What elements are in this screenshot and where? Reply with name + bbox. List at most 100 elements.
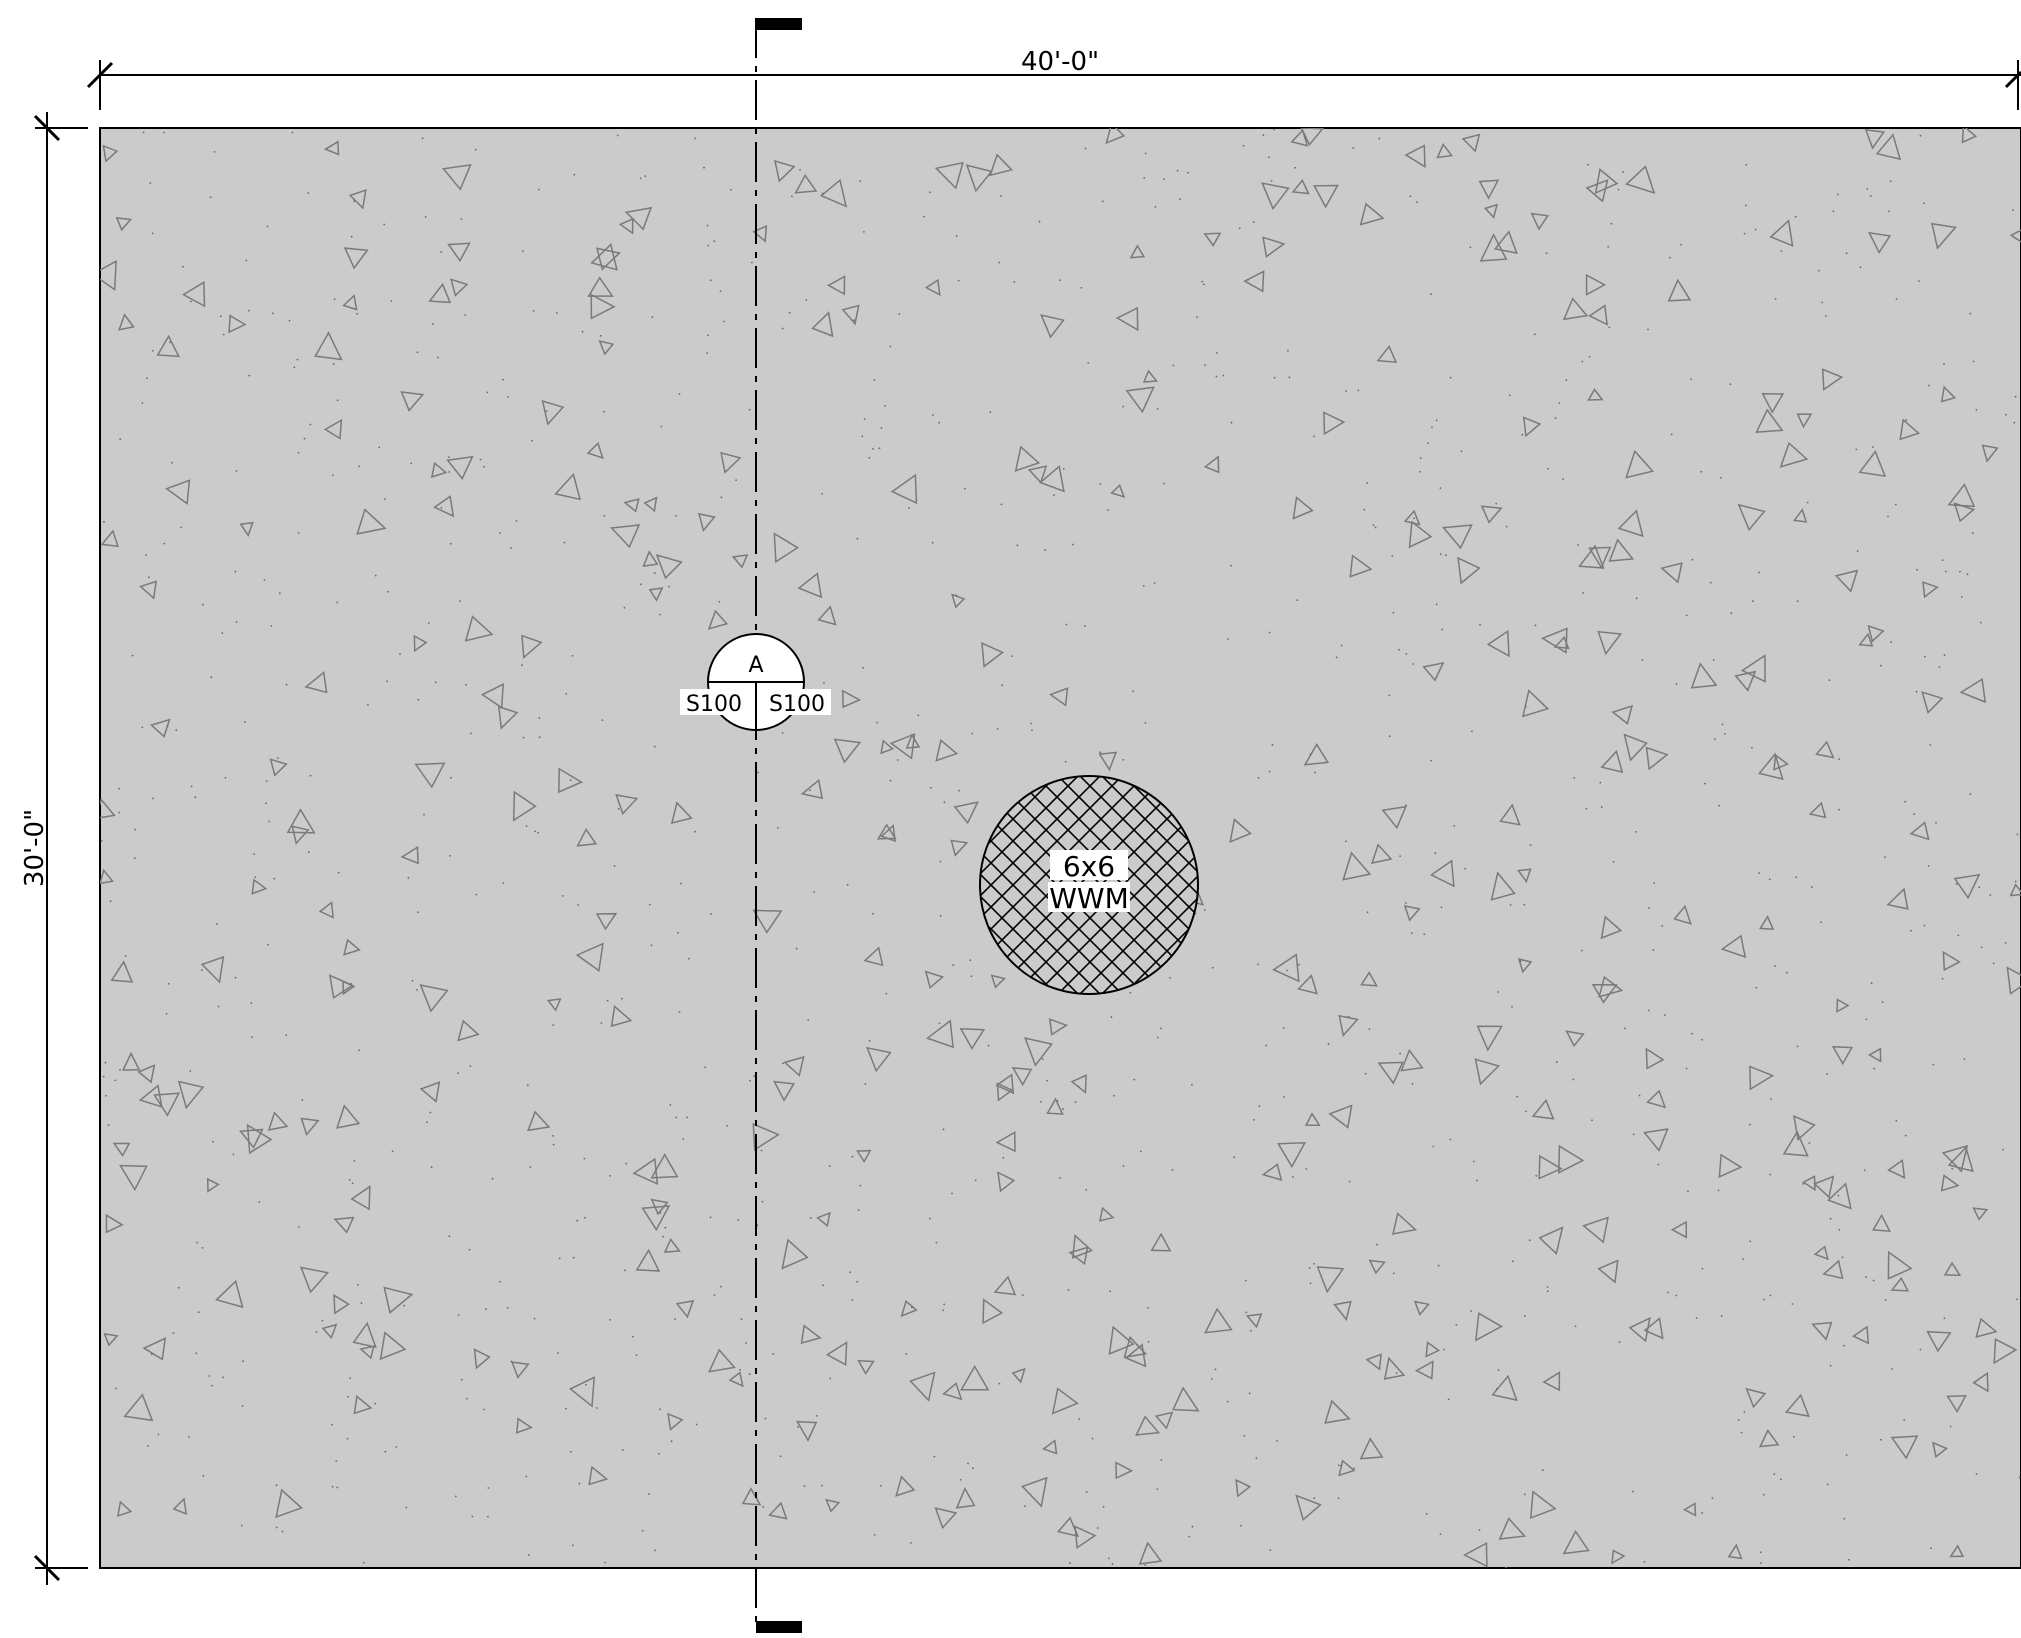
aggregate-dot [1657,1163,1660,1166]
aggregate-mark [981,641,1005,668]
aggregate-dot [1743,232,1746,235]
aggregate-dot [430,1166,433,1169]
aggregate-dot [558,1257,561,1260]
aggregate-mark [1115,1461,1134,1480]
aggregate-dot [569,1450,572,1453]
aggregate-mark [990,974,1006,989]
aggregate-dot [967,1462,969,1465]
aggregate-dot [1721,723,1724,726]
aggregate-dot [1865,1018,1868,1021]
aggregate-mark [1403,509,1421,526]
aggregate-dot [996,728,999,730]
aggregate-dot [639,583,642,586]
aggregate-mark [1867,624,1885,643]
aggregate-dot [668,585,670,588]
aggregate-mark [1478,179,1500,200]
aggregate-dot [1139,1150,1142,1153]
aggregate-mark [428,282,452,304]
aggregate-dot [1928,384,1930,387]
aggregate-dot [1230,421,1233,424]
aggregate-dot [809,1217,812,1219]
aggregate-mark [1600,749,1624,774]
aggregate-dot [1829,1364,1832,1367]
aggregate-dot [1762,1493,1765,1496]
aggregate-dot [1366,482,1369,484]
aggregate-mark [1461,133,1481,153]
aggregate-dot [872,448,874,450]
aggregate-dot [232,1153,235,1156]
aggregate-dot [1087,362,1090,364]
aggregate-dot [321,1319,324,1322]
aggregate-mark [1474,1058,1501,1086]
aggregate-mark [102,144,119,163]
aggregate-dot [1348,1180,1351,1183]
aggregate-mark [1646,1089,1667,1109]
aggregate-dot [1582,592,1585,594]
aggregate-mark [1531,1098,1555,1120]
aggregate-mark [624,206,653,231]
aggregate-mark [318,901,334,919]
aggregate-mark [610,524,641,549]
aggregate-dot [1059,1177,1061,1179]
aggregate-mark [333,1293,350,1315]
aggregate-mark [1959,677,1987,704]
aggregate-dot [1473,1160,1475,1163]
aggregate-dot [119,438,122,441]
aggregate-mark [905,733,921,749]
aggregate-dot [1067,1289,1070,1291]
aggregate-dot [1257,776,1260,779]
aggregate-mark [1811,1321,1833,1341]
aggregate-dot [499,532,501,534]
aggregate-mark [1272,953,1300,983]
aggregate-dot [449,542,452,545]
aggregate-dot [781,327,784,330]
aggregate-dot [659,1408,661,1411]
aggregate-dot [803,1485,806,1487]
aggregate-dot [448,1235,451,1238]
aggregate-dot [987,1044,990,1047]
aggregate-dot [1271,743,1274,746]
aggregate-dot [1884,1299,1887,1301]
aggregate-mark [1975,1317,1998,1338]
aggregate-dot [1345,840,1347,843]
aggregate-dot [521,250,524,253]
aggregate-mark [1617,509,1644,538]
aggregate-mark [857,1359,875,1375]
aggregate-mark [995,1073,1015,1095]
aggregate-mark [827,275,846,296]
aggregate-dot [1623,1027,1626,1030]
aggregate-mark [590,243,618,271]
aggregate-mark [587,276,614,297]
aggregate-mark [667,1412,684,1431]
aggregate-dot [332,363,335,365]
aggregate-dot [1078,1418,1081,1421]
aggregate-mark [1953,873,1981,900]
aggregate-dot [1821,301,1823,304]
aggregate-dot [1435,419,1438,422]
aggregate-mark [1792,508,1808,523]
aggregate-dot [1314,771,1316,774]
aggregate-mark [321,1323,338,1340]
aggregate-dot [248,309,250,312]
aggregate-dot [1439,553,1442,556]
aggregate-dot [1545,252,1548,255]
aggregate-mark [819,178,848,208]
aggregate-dot [613,865,616,867]
aggregate-dot [868,1040,871,1042]
aggregate-dot [145,554,148,556]
aggregate-mark [752,224,768,243]
aggregate-dot [291,131,294,134]
aggregate-dot [1690,378,1692,381]
section-callout-sheet-left: S100 [686,692,742,717]
aggregate-dot [1608,326,1611,329]
aggregate-mark [1755,408,1784,433]
aggregate-mark [1056,1516,1080,1538]
aggregate-dot [1478,1529,1481,1531]
aggregate-dot [1979,621,1982,624]
aggregate-dot [1755,986,1758,989]
aggregate-dot [1298,963,1300,966]
aggregate-mark [586,442,604,460]
aggregate-dot [301,1099,304,1101]
aggregate-dot [1685,1067,1688,1070]
aggregate-mark [1413,1300,1430,1316]
